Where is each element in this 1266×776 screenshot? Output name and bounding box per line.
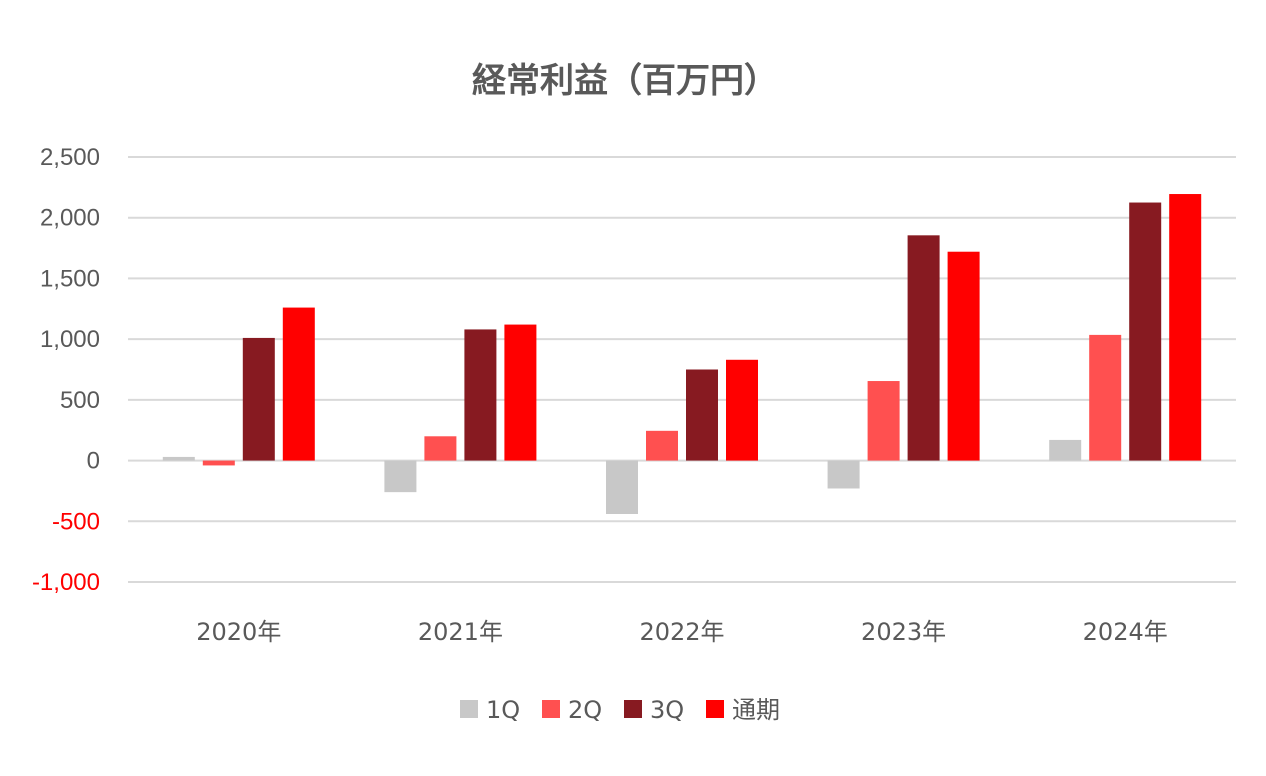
legend-item: 3Q <box>624 696 684 724</box>
legend-label: 3Q <box>650 696 684 724</box>
bar-1-2023年 <box>827 460 860 489</box>
x-category-label: 2020年 <box>196 618 281 646</box>
bar-3-2023年 <box>907 235 940 461</box>
bar-4-2020年 <box>282 307 315 461</box>
x-category-label: 2022年 <box>639 618 724 646</box>
bar-1-2022年 <box>606 460 638 514</box>
x-axis-categories: 2020年 2021年 2022年 2023年 2024年 <box>196 618 1167 646</box>
x-category-label: 2023年 <box>861 618 946 646</box>
y-tick-label: 2,500 <box>40 144 100 171</box>
bar-2-2021年 <box>424 436 457 461</box>
chart-title: 経常利益（百万円） <box>472 61 778 101</box>
bar-4-2024年 <box>1169 194 1202 461</box>
y-tick-label: -1,000 <box>32 569 100 596</box>
y-tick-label: 2,000 <box>40 205 100 232</box>
y-tick-label: -500 <box>52 508 100 535</box>
bar-3-2024年 <box>1129 202 1162 461</box>
legend-label: 1Q <box>486 696 520 724</box>
legend-item: 1Q <box>460 696 520 724</box>
bar-4-2023年 <box>947 251 980 461</box>
bar-3-2022年 <box>686 369 718 461</box>
legend-item: 通期 <box>706 696 780 724</box>
y-tick-label: 1,500 <box>40 265 100 292</box>
legend-item: 2Q <box>542 696 602 724</box>
legend-label: 通期 <box>732 696 780 724</box>
bars <box>162 194 1202 514</box>
bar-2-2022年 <box>646 430 678 461</box>
bar-1-2020年 <box>162 456 195 461</box>
legend-swatch <box>706 700 724 718</box>
bar-4-2021年 <box>504 324 537 461</box>
bar-2-2023年 <box>867 381 900 461</box>
bar-1-2024年 <box>1049 439 1082 461</box>
bar-3-2020年 <box>242 337 275 461</box>
legend-swatch <box>542 700 560 718</box>
legend-swatch <box>460 700 478 718</box>
bar-3-2021年 <box>464 329 497 461</box>
y-tick-label: 1,000 <box>40 326 100 353</box>
bar-2-2024年 <box>1089 334 1122 461</box>
y-axis-ticks: 2,500 2,000 1,500 1,000 500 0 -500 -1,000 <box>32 144 100 596</box>
x-category-label: 2021年 <box>418 618 503 646</box>
bar-1-2021年 <box>384 460 417 493</box>
bar-2-2020年 <box>202 460 235 466</box>
bar-4-2022年 <box>726 359 758 461</box>
legend-swatch <box>624 700 642 718</box>
y-tick-label: 500 <box>60 387 100 414</box>
y-tick-label: 0 <box>87 448 100 475</box>
x-category-label: 2024年 <box>1083 618 1168 646</box>
legend-label: 2Q <box>568 696 602 724</box>
legend: 1Q 2Q 3Q 通期 <box>460 696 780 724</box>
